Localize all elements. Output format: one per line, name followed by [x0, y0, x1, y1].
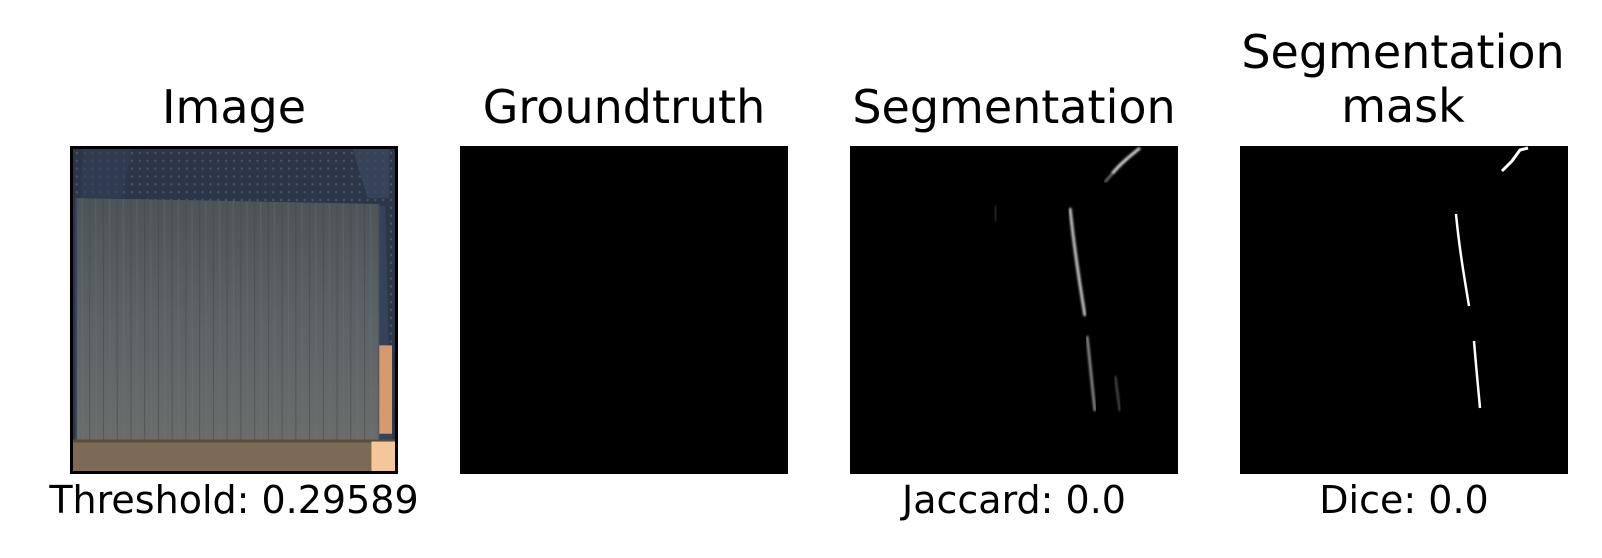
concrete-photo — [73, 149, 395, 471]
panel-title-image: Image — [161, 80, 307, 134]
segmentation-crack-lines — [994, 146, 1141, 412]
threshold-caption: Threshold: 0.29589 — [49, 478, 419, 522]
segmentation-map — [850, 146, 1178, 474]
panel-title-groundtruth: Groundtruth — [482, 80, 766, 134]
groundtruth-mask — [460, 146, 788, 474]
mask-crack-lines — [1454, 146, 1529, 409]
jaccard-caption: Jaccard: 0.0 — [902, 478, 1126, 522]
panel-title-segmentation-mask: Segmentation mask — [1241, 25, 1565, 133]
input-image — [70, 146, 398, 474]
dice-caption: Dice: 0.0 — [1319, 478, 1489, 522]
panel-title-segmentation: Segmentation — [852, 80, 1176, 134]
segmentation-binary-mask — [1240, 146, 1568, 474]
